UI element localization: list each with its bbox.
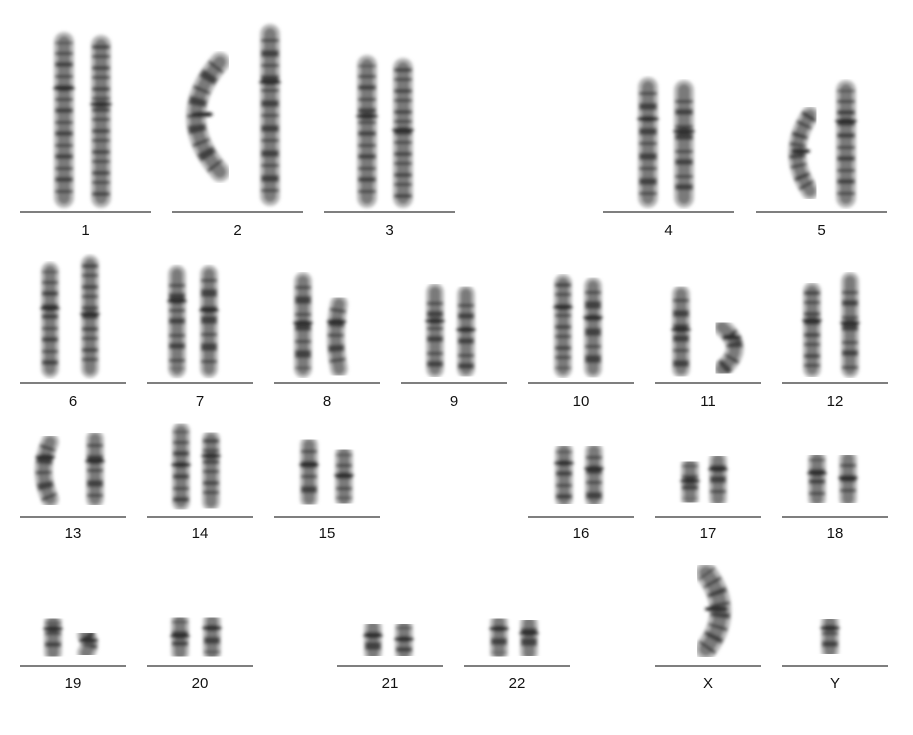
- chromosome: [519, 614, 539, 662]
- chromosome: [34, 433, 59, 508]
- chromosome: [186, 52, 230, 182]
- chromosome-label: 8: [323, 393, 331, 410]
- chromosome: [334, 445, 354, 508]
- chromosome-pair: 17: [655, 451, 761, 542]
- chromosome: [637, 77, 659, 208]
- chromosome: [835, 80, 857, 208]
- chromosome: [199, 265, 219, 378]
- chromosome-label: 1: [81, 222, 89, 239]
- chromosome-pair: 22: [464, 613, 570, 692]
- chromosome: [802, 282, 822, 378]
- chromosome-label: 19: [65, 675, 82, 692]
- chromosome: [40, 262, 60, 378]
- chromosome: [820, 613, 840, 660]
- chromosome: [788, 106, 819, 200]
- chromosome-pair: 2: [172, 24, 303, 239]
- chromosome: [680, 456, 700, 508]
- chromosome-pair: 9: [401, 283, 507, 410]
- chromosome-label: 15: [319, 525, 336, 542]
- chromosome-label: 4: [664, 222, 672, 239]
- chromosome: [554, 442, 574, 508]
- chromosome-label: 7: [196, 393, 204, 410]
- chromosome: [840, 272, 860, 378]
- chromosome: [43, 613, 63, 662]
- chromosome: [807, 450, 827, 508]
- chromosome: [553, 274, 573, 378]
- chromosome: [326, 295, 348, 378]
- chromosome: [695, 562, 732, 660]
- chromosome-label: 6: [69, 393, 77, 410]
- chromosome-pair: 16: [528, 442, 634, 542]
- chromosome-pair: 15: [274, 436, 380, 542]
- chromosome-pair: 18: [782, 450, 888, 542]
- chromosome-label: 13: [65, 525, 82, 542]
- chromosome: [708, 451, 728, 508]
- chromosome: [53, 32, 75, 208]
- chromosome-pair: 7: [147, 265, 253, 410]
- chromosome-label: 17: [700, 525, 717, 542]
- chromosome-pair: X: [655, 562, 761, 692]
- chromosome: [85, 430, 105, 508]
- chromosome-label: 11: [700, 393, 716, 410]
- chromosome: [293, 272, 313, 378]
- chromosome: [202, 612, 222, 662]
- chromosome-label: 20: [192, 675, 209, 692]
- chromosome-label: 14: [192, 525, 209, 542]
- chromosome: [456, 285, 476, 378]
- chromosome: [90, 35, 112, 208]
- chromosome-label: 2: [233, 222, 241, 239]
- chromosome-pair: 3: [324, 55, 455, 239]
- chromosome: [80, 255, 100, 378]
- chromosome-pair: 13: [20, 430, 126, 542]
- chromosome-pair: 10: [528, 274, 634, 410]
- chromosome-pair: 4: [603, 77, 734, 239]
- chromosome: [77, 626, 99, 662]
- chromosome-label: 22: [509, 675, 526, 692]
- chromosome-label: 16: [573, 525, 590, 542]
- chromosome: [713, 318, 744, 378]
- chromosome: [259, 24, 281, 206]
- chromosome: [584, 442, 604, 508]
- chromosome-label: 12: [827, 393, 844, 410]
- chromosome-pair: 14: [147, 422, 253, 542]
- chromosome-pair: 11: [655, 285, 761, 410]
- chromosome: [671, 285, 691, 378]
- chromosome-pair: Y: [782, 613, 888, 692]
- chromosome-pair: 21: [337, 618, 443, 692]
- chromosome: [299, 436, 319, 508]
- chromosome: [583, 277, 603, 378]
- chromosome-pair: 1: [20, 32, 151, 239]
- chromosome-label: 10: [573, 393, 590, 410]
- chromosome-label: 9: [450, 393, 458, 410]
- chromosome-pair: 6: [20, 255, 126, 410]
- chromosome: [394, 618, 414, 662]
- chromosome: [170, 612, 190, 662]
- chromosome-label: 3: [385, 222, 393, 239]
- chromosome: [171, 422, 191, 511]
- chromosome-label: Y: [830, 675, 840, 692]
- chromosome-pair: 12: [782, 272, 888, 410]
- chromosome-label: 21: [382, 675, 399, 692]
- chromosome: [425, 283, 445, 378]
- chromosome: [392, 58, 414, 208]
- chromosome: [489, 613, 509, 662]
- chromosome-label: 18: [827, 525, 844, 542]
- chromosome-label: 5: [817, 222, 825, 239]
- chromosome-pair: 5: [756, 80, 887, 239]
- chromosome-pair: 20: [147, 612, 253, 692]
- chromosome-label: X: [703, 675, 713, 692]
- chromosome: [201, 430, 221, 511]
- chromosome: [356, 55, 378, 208]
- chromosome-pair: 8: [274, 272, 380, 410]
- chromosome: [363, 618, 383, 662]
- chromosome: [167, 265, 187, 378]
- chromosome: [838, 450, 858, 508]
- chromosome: [673, 80, 695, 208]
- chromosome-pair: 19: [20, 613, 126, 692]
